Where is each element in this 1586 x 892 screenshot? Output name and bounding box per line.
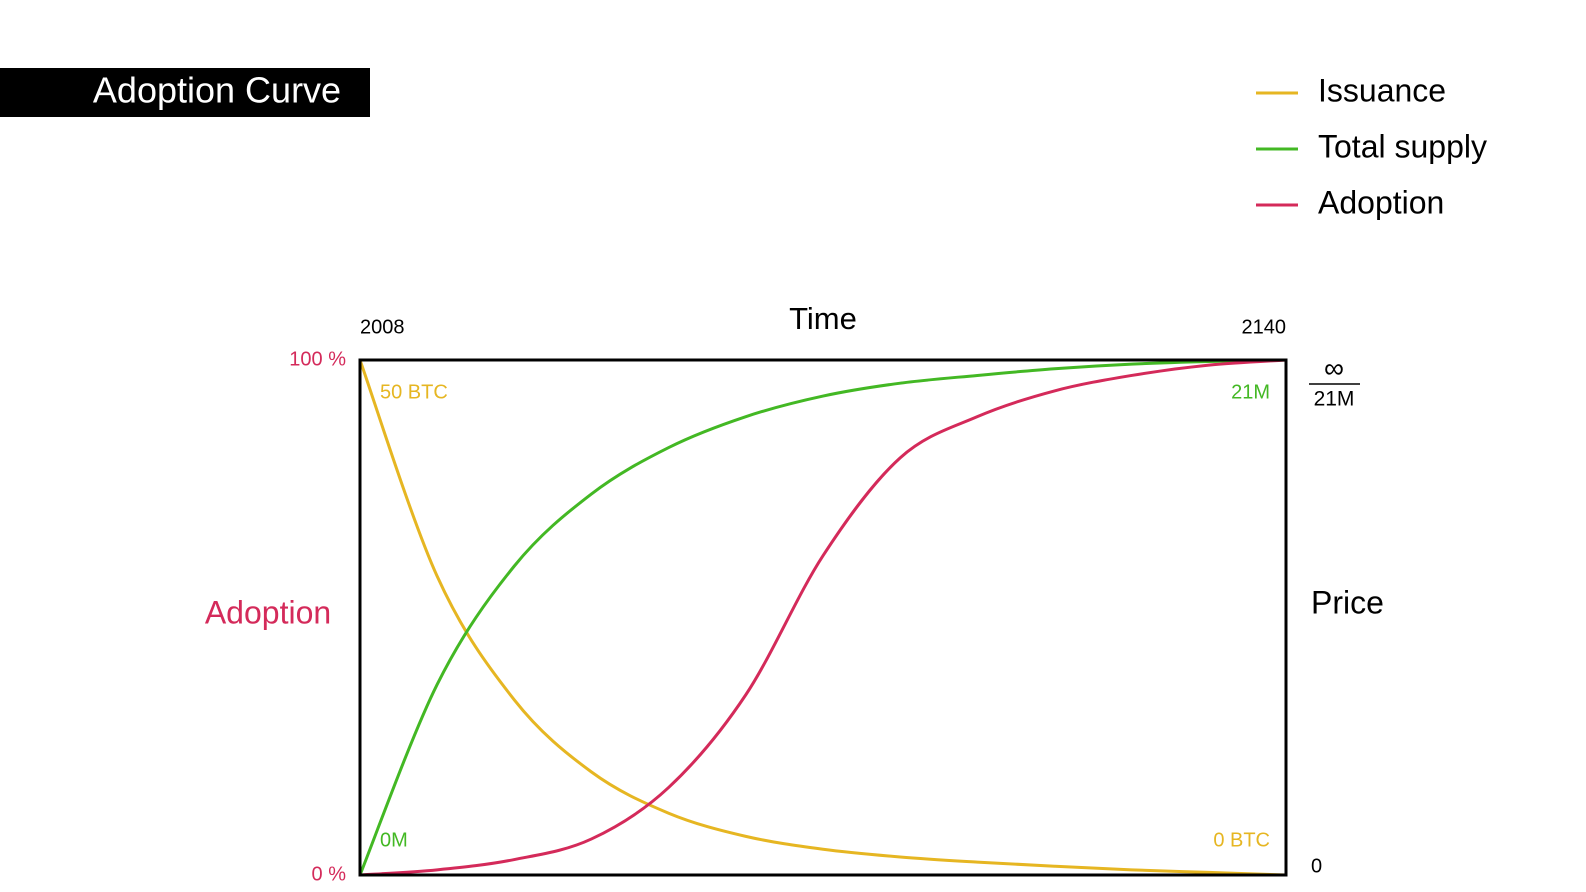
y2-axis-label: Price <box>1311 584 1384 620</box>
legend-label: Total supply <box>1318 128 1487 164</box>
y-axis-label: Adoption <box>205 594 331 630</box>
legend-label: Issuance <box>1318 72 1446 108</box>
chart-title: Adoption Curve <box>93 70 341 111</box>
x-tick-label: 2140 <box>1242 316 1287 338</box>
plot-frame <box>358 358 1288 877</box>
line-series <box>358 359 1287 877</box>
series-end-label: 21M <box>1231 381 1270 403</box>
x-tick-label: 2008 <box>360 316 405 338</box>
y-tick-label: 0 % <box>312 863 347 885</box>
y2-tick-label: ∞ <box>1324 352 1344 383</box>
series-start-label: 0M <box>380 829 408 851</box>
line-series <box>359 358 1287 877</box>
title-background <box>0 68 370 117</box>
series-end-label: 0 BTC <box>1213 829 1270 851</box>
legend-label: Adoption <box>1318 184 1444 220</box>
x-axis-label: Time <box>789 301 857 336</box>
y2-top-note: 21M <box>1314 388 1355 411</box>
y2-tick-label: 0 <box>1311 855 1322 877</box>
y-tick-label: 100 % <box>289 348 346 370</box>
series-start-label: 50 BTC <box>380 381 448 403</box>
line-series <box>358 358 1287 876</box>
